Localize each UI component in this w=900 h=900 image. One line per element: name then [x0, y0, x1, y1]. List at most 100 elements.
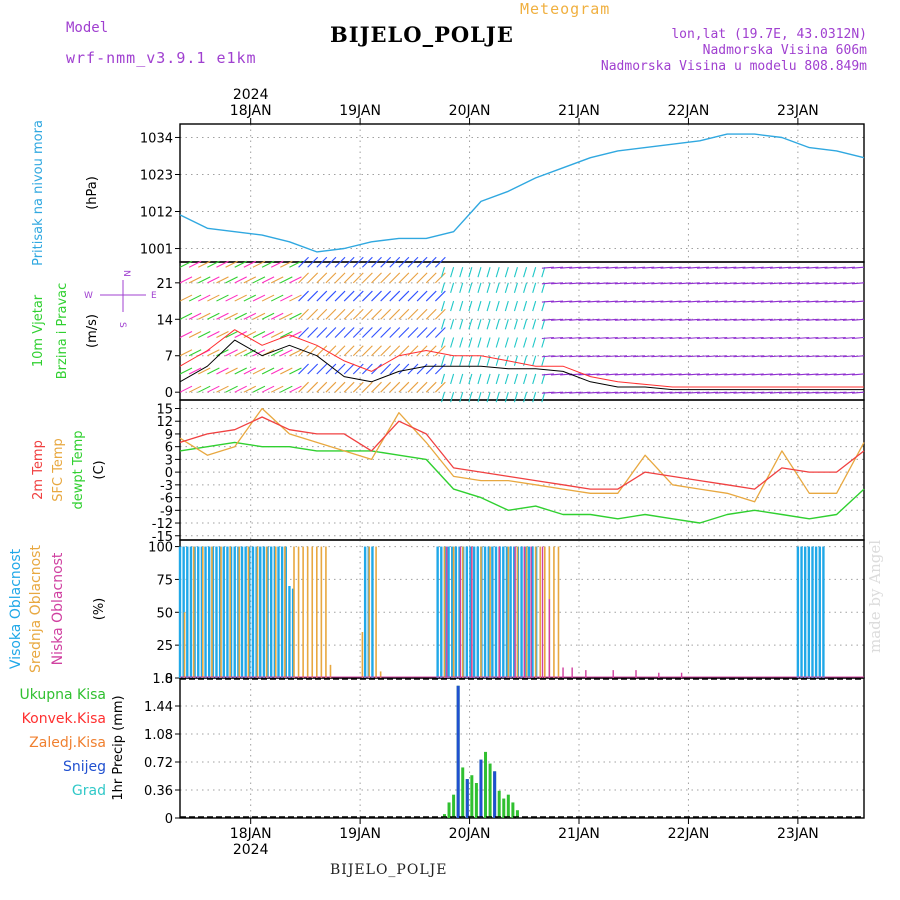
- wind-arrow: [513, 282, 518, 293]
- wind-arrow: [307, 256, 319, 268]
- wind-arrow: [289, 349, 302, 357]
- cloud-mid-bar: [229, 546, 231, 678]
- wind-arrow: [596, 391, 609, 394]
- cloud-high-bar: [505, 546, 509, 678]
- wind-arrow: [541, 373, 554, 376]
- cloud-low-bar: [585, 670, 587, 678]
- cloud-mid-bar: [480, 546, 482, 678]
- cloud-low-bar: [541, 546, 544, 678]
- precip-legend-entry: Konvek.Kisa: [22, 711, 106, 727]
- wind-arrow: [398, 363, 410, 375]
- wind-arrow: [468, 282, 473, 293]
- wind-arrow: [815, 391, 828, 394]
- wind-arrow: [678, 266, 691, 269]
- cloud-mid-bar: [489, 546, 491, 678]
- cloud-mid-bar: [368, 546, 371, 678]
- precip-total-bar: [474, 783, 478, 818]
- wind-arrow: [724, 282, 737, 285]
- wind-arrow: [696, 300, 710, 303]
- wind-arrow: [495, 373, 500, 385]
- precip-legend-entry: Snijeg: [63, 759, 106, 775]
- cloud-low-bar: [498, 546, 500, 678]
- wind-arrow: [778, 355, 792, 358]
- cloud-mid-bar: [516, 546, 519, 678]
- wind-arrow: [234, 294, 247, 302]
- wind-arrow: [325, 363, 337, 375]
- wind-arrow: [523, 337, 528, 348]
- wind-arrow: [605, 300, 618, 303]
- wind-arrow: [815, 373, 828, 376]
- wind-arrow: [425, 308, 437, 320]
- wind-arrow: [280, 349, 293, 357]
- wind-arrow: [678, 318, 691, 321]
- wind-arrow: [352, 308, 364, 320]
- wind-arrow: [298, 363, 309, 375]
- wind-arrow: [416, 256, 428, 268]
- wind-arrow: [486, 267, 491, 278]
- wind-arrow: [316, 290, 328, 302]
- wind-arrow: [806, 266, 819, 269]
- wind-arrow: [334, 363, 346, 375]
- wind-arrow: [633, 300, 646, 303]
- wind-arrow: [614, 318, 627, 321]
- wind-arrow: [541, 318, 554, 321]
- wind-arrow: [706, 266, 719, 269]
- wind-arrow: [751, 336, 764, 340]
- panel-frame: [179, 123, 865, 263]
- wind-arrow: [434, 308, 446, 320]
- wind-arrow: [651, 336, 664, 340]
- wind-arrow: [468, 337, 473, 348]
- wind-arrow: [715, 266, 728, 269]
- wind-arrow: [513, 300, 518, 312]
- wind-arrow: [316, 308, 328, 320]
- precip-ylabel: 1hr Precip (mm): [111, 695, 126, 800]
- y-tick-label: 0: [165, 466, 173, 481]
- cloud-low-bar: [571, 667, 573, 678]
- wind-arrow: [513, 319, 518, 330]
- precip-total-bar: [488, 763, 492, 818]
- wind-arrow: [596, 373, 609, 376]
- precip-total-bar: [502, 798, 506, 818]
- wind-arrow: [706, 300, 719, 303]
- wind-arrow: [642, 373, 655, 376]
- wind-arrow: [450, 373, 455, 385]
- wind-arrow: [523, 373, 528, 385]
- wind-arrow: [687, 318, 700, 321]
- wind-arrow: [425, 290, 437, 302]
- wind-arrow: [495, 300, 500, 312]
- y-tick-label: -12: [152, 517, 173, 532]
- wind-arrow: [197, 312, 211, 320]
- wind-arrow: [207, 312, 220, 320]
- wind-arrow: [307, 345, 319, 357]
- x-tick-label-top: 23JAN: [777, 103, 819, 119]
- wind-arrow: [261, 312, 275, 320]
- wind-arrow: [416, 363, 428, 375]
- wind-arrow: [298, 381, 309, 393]
- wind-arrow: [605, 318, 618, 321]
- wind-arrow: [651, 373, 664, 376]
- wind-arrow: [605, 282, 618, 285]
- cloud-mid-bar: [297, 546, 300, 678]
- wind-arrow: [806, 318, 819, 321]
- altitude-label: Nadmorska Visina 606m: [702, 43, 867, 58]
- wind-arrow: [833, 373, 846, 376]
- wind-arrow: [234, 276, 247, 284]
- precip-total-bar: [511, 802, 515, 818]
- wind-arrow: [751, 373, 764, 376]
- wind-arrow: [477, 319, 482, 330]
- cloud-mid-bar: [361, 632, 364, 678]
- wind-arrow: [614, 300, 627, 303]
- wind-arrow: [651, 318, 664, 321]
- wind-arrow: [407, 327, 419, 338]
- wind-arrow: [541, 373, 546, 385]
- cloud-high-bar: [222, 546, 225, 678]
- wind-arrow: [380, 381, 392, 393]
- wind-arrow: [687, 282, 700, 285]
- x-tick-label-top: 20JAN: [449, 103, 491, 119]
- lonlat-label: lon,lat (19.7E, 43.0312N): [671, 27, 867, 42]
- wind-arrow: [389, 256, 401, 268]
- wind-arrow: [486, 300, 491, 312]
- wind-arrow: [179, 294, 193, 302]
- cloud-high-bar: [288, 586, 291, 678]
- wind-arrow: [234, 385, 247, 393]
